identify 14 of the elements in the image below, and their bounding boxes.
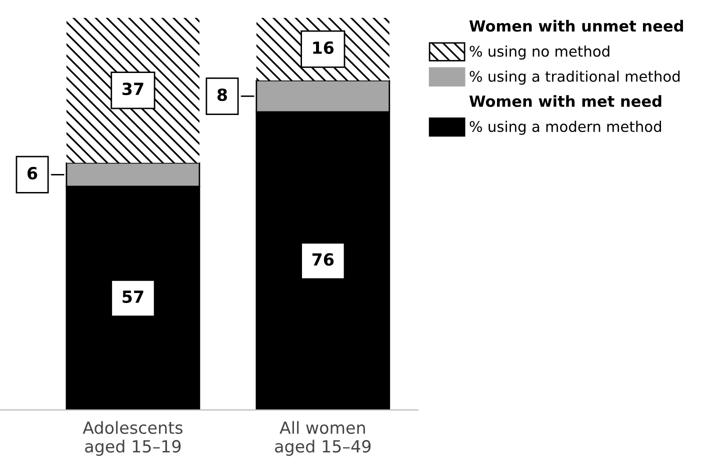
x-tick-label: Adolescents aged 15–19 — [82, 421, 182, 456]
data-label: 6 — [28, 166, 38, 180]
data-label: 57 — [122, 290, 144, 304]
bar — [66, 18, 200, 163]
text: Women with met need — [469, 95, 662, 107]
text: Women with unmet need — [469, 20, 683, 32]
legend-label: % using a modern method — [470, 120, 661, 135]
data-label: 16 — [313, 41, 334, 54]
data-label: 37 — [122, 82, 144, 96]
data-label: 8 — [217, 88, 227, 102]
x-tick-label: All women aged 15–49 — [275, 421, 371, 456]
data-label: 76 — [312, 253, 334, 266]
legend-label: % using no method — [470, 46, 610, 60]
legend-label: % using a traditional method — [470, 70, 680, 85]
